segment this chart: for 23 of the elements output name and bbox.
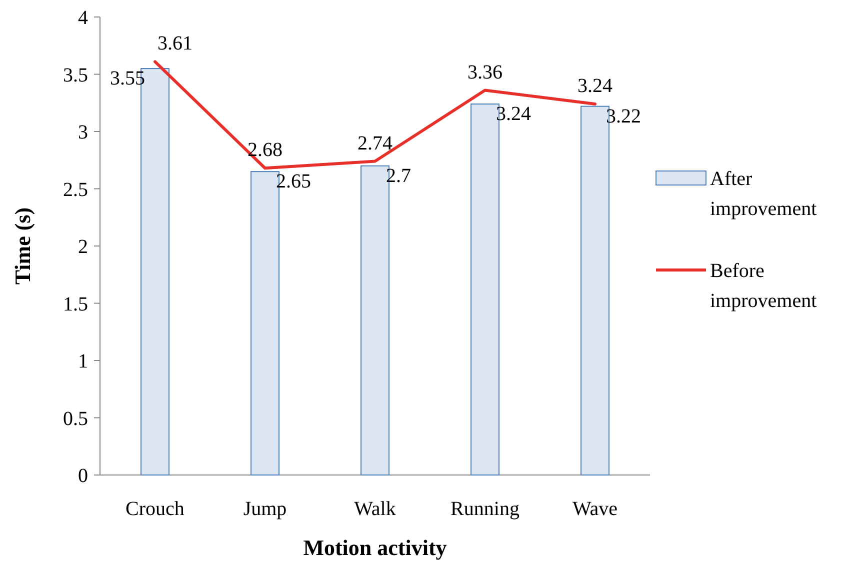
x-tick-label: Jump: [243, 498, 287, 520]
x-tick-label: Wave: [572, 498, 618, 520]
legend-label: After improvement: [710, 168, 818, 220]
data-label: 3.24: [578, 75, 612, 98]
y-tick-label: 2.5: [63, 178, 88, 201]
y-tick-label: 3.5: [63, 64, 88, 86]
data-label: 2.68: [248, 139, 282, 162]
x-axis-title: Motion activity: [303, 535, 447, 560]
y-tick-label: 2: [78, 236, 88, 258]
y-tick-label: 0.5: [63, 408, 88, 430]
data-label: 2.74: [358, 132, 392, 154]
x-tick-label: Crouch: [126, 498, 184, 520]
y-tick-label: 4: [78, 7, 88, 29]
y-tick-label: 1.5: [63, 293, 88, 316]
y-tick-label: 0: [78, 465, 88, 487]
data-label: 3.36: [468, 61, 502, 84]
legend-label: Before improvement: [710, 260, 818, 312]
y-tick-label: 1: [78, 350, 88, 372]
data-label: 3.61: [158, 32, 192, 55]
x-tick-label: Walk: [354, 498, 396, 520]
x-tick-label: Running: [450, 498, 520, 520]
y-tick-label: 3: [78, 122, 88, 144]
y-axis-title: Time (s): [10, 207, 35, 285]
